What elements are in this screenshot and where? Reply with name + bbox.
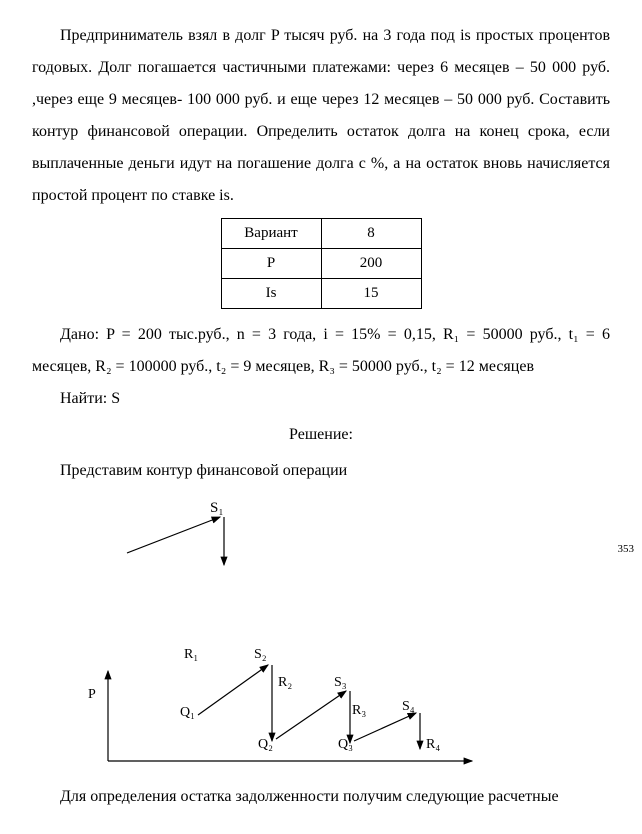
- r3-label: R₃: [352, 697, 366, 725]
- cell-header-1: Вариант: [221, 219, 321, 249]
- r2-label: R₂: [278, 669, 292, 697]
- diagram-2: P R₁ S₂ R₂ S₃ R₃ S₄ R₄ Q₁ Q₂ Q₃: [32, 633, 610, 773]
- arrow-q2-s3: [276, 691, 346, 739]
- diagram-1: S₁: [32, 493, 610, 573]
- given-text: Дано: P = 200 тыс.руб., n = 3 года, i = …: [32, 319, 610, 383]
- q3-label: Q₃: [338, 731, 353, 759]
- r1-label: R₁: [184, 641, 198, 669]
- table-row: Вариант 8: [221, 219, 421, 249]
- p-label: P: [88, 681, 96, 709]
- r4-label: R₄: [426, 731, 440, 759]
- cell-is-value: 15: [321, 279, 421, 309]
- cell-is-label: Is: [221, 279, 321, 309]
- solution-header: Решение:: [32, 419, 610, 451]
- problem-text: Предприниматель взял в долг P тысяч руб.…: [32, 20, 610, 212]
- page-number: 353: [618, 538, 635, 560]
- contour-intro: Представим контур финансовой операции: [32, 455, 610, 487]
- table-row: P 200: [221, 249, 421, 279]
- variant-table-container: Вариант 8 P 200 Is 15: [32, 218, 610, 309]
- cell-p-value: 200: [321, 249, 421, 279]
- cell-header-2: 8: [321, 219, 421, 249]
- find-text: Найти: S: [32, 383, 610, 415]
- q1-label: Q₁: [180, 699, 195, 727]
- arrow-q1-s2: [198, 665, 268, 715]
- s2-label: S₂: [254, 641, 267, 669]
- q2-label: Q₂: [258, 731, 273, 759]
- s3-label: S₃: [334, 669, 347, 697]
- diagram-2-svg: [32, 633, 592, 773]
- cell-p-label: P: [221, 249, 321, 279]
- table-row: Is 15: [221, 279, 421, 309]
- diagram-arrow-up: [127, 517, 220, 553]
- last-paragraph: Для определения остатка задолженности по…: [32, 781, 610, 813]
- s4-label: S₄: [402, 693, 415, 721]
- variant-table: Вариант 8 P 200 Is 15: [221, 218, 422, 309]
- diagram-1-svg: [32, 493, 332, 573]
